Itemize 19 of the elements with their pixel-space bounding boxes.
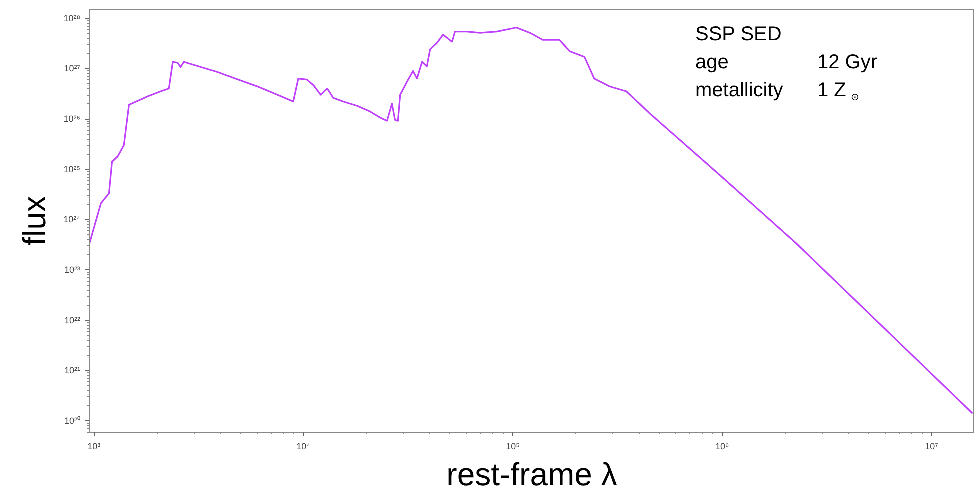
text: metallicity 1 Z⊙ <box>696 80 860 104</box>
x-tick-label: 10⁴ <box>296 442 311 452</box>
y-tick-label: 10²³ <box>64 264 81 275</box>
y-tick-label: 10²² <box>64 315 81 326</box>
y-tick-label: 10²¹ <box>64 366 81 376</box>
text: age 12 Gyr <box>696 52 878 74</box>
y-tick-label: 10²⁸ <box>64 13 81 24</box>
y-tick-label: 10²⁴ <box>64 214 81 225</box>
y-axis-title: flux <box>16 196 53 246</box>
x-tick-label: 10⁶ <box>716 442 730 452</box>
x-tick-label: 10³ <box>88 442 101 452</box>
y-tick-label: 10²⁷ <box>64 64 80 74</box>
x-axis-title: rest-frame λ <box>446 456 618 492</box>
annotation: SSP SED <box>696 24 782 46</box>
x-tick-label: 10⁷ <box>925 442 938 452</box>
y-tick-label: 10²⁵ <box>64 164 81 174</box>
x-tick-label: 10⁵ <box>506 442 520 452</box>
y-tick-label: 10²⁶ <box>64 114 81 124</box>
y-tick-label: 10²⁰ <box>64 416 81 426</box>
